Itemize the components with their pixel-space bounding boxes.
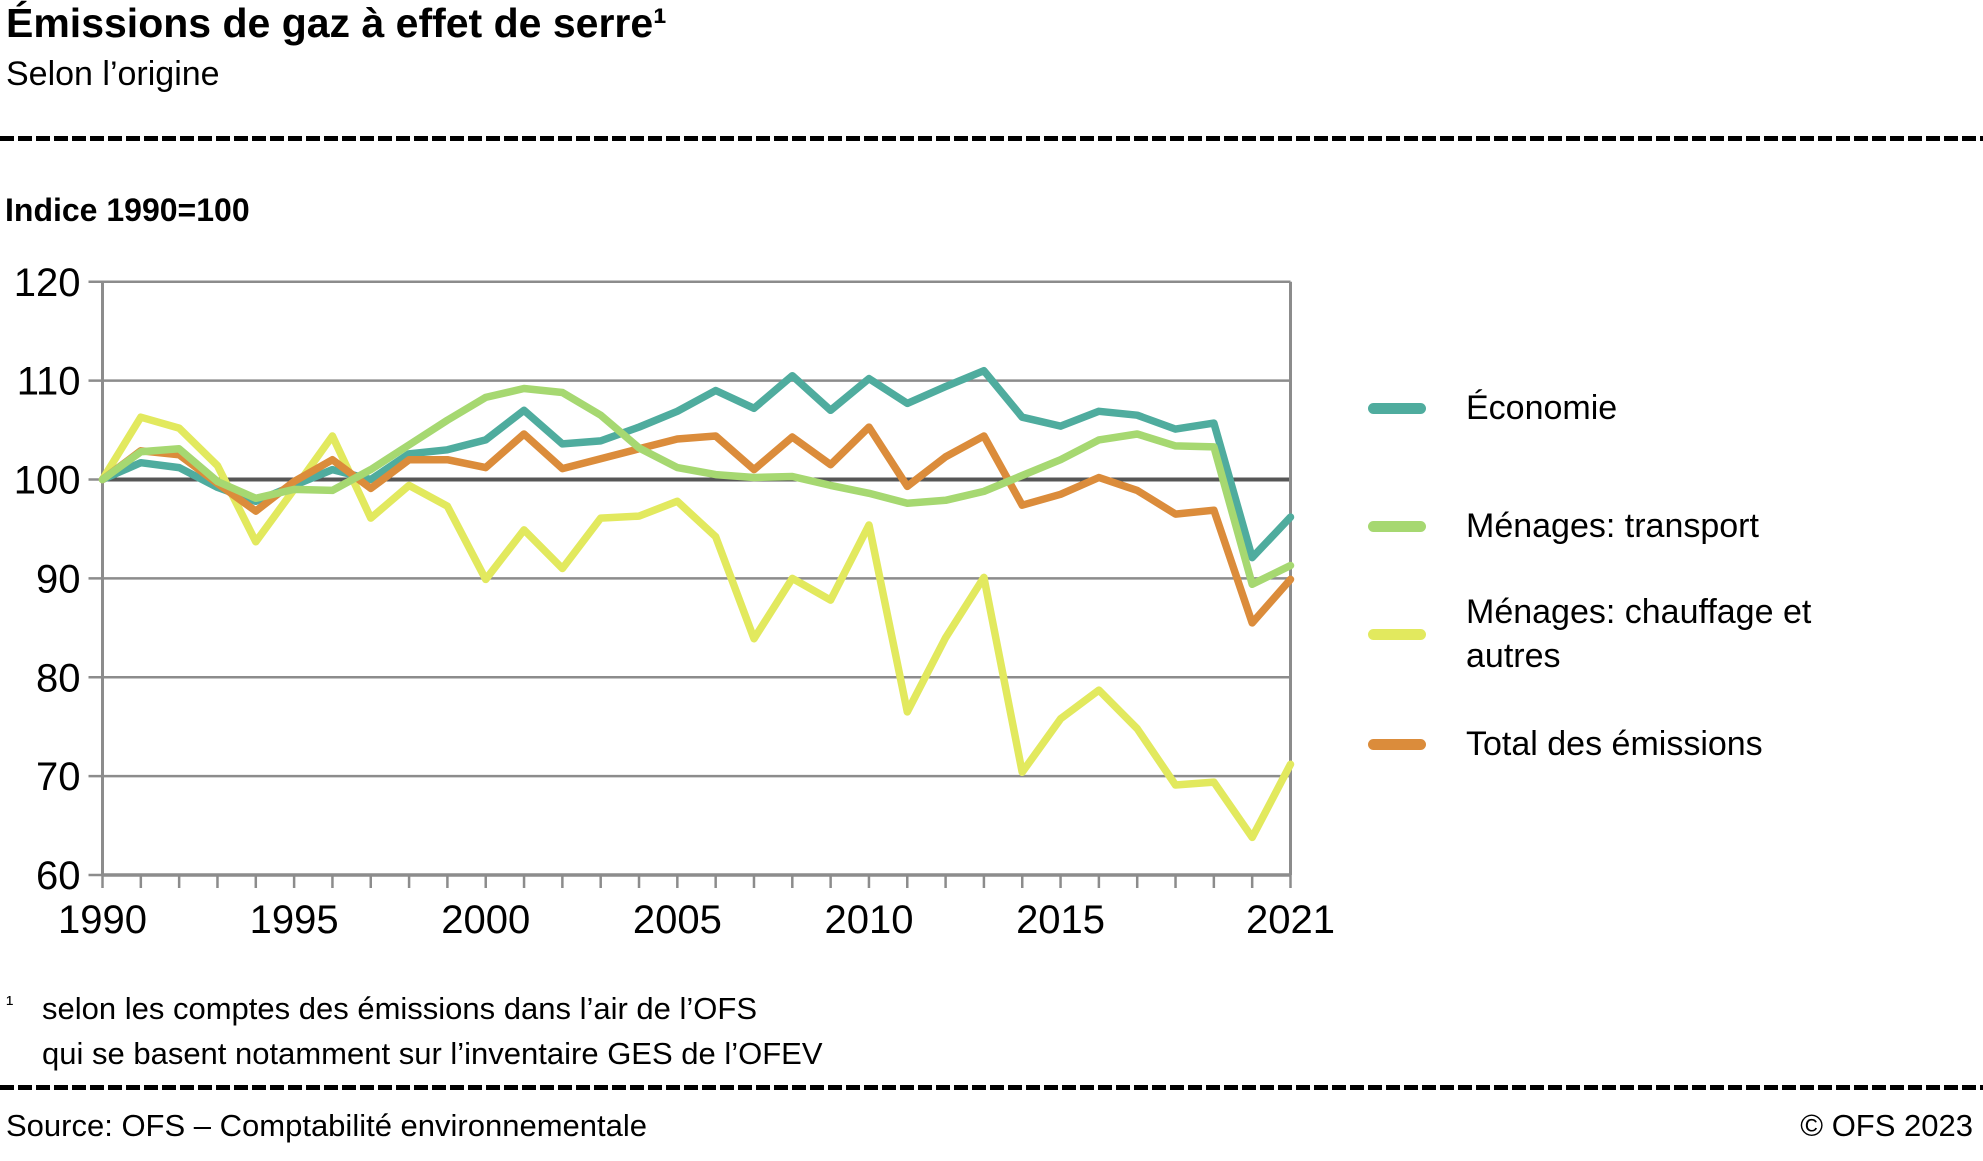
legend-label-4: Total des émissions (1466, 725, 1763, 763)
x-tick-label: 2010 (824, 898, 913, 942)
x-tick-label: 2005 (633, 898, 722, 942)
legend-swatch-4 (1368, 738, 1426, 750)
footnote-text-1: selon les comptes des émissions dans l’a… (42, 991, 758, 1026)
y-tick-label: 120 (14, 261, 81, 305)
y-tick-label: 100 (14, 459, 81, 503)
series-line-1 (98, 366, 1295, 562)
legend-label-3: Ménages: chauffage et autres (1466, 593, 1812, 675)
y-tick-label: 60 (36, 854, 81, 898)
copyright-label: © OFS 2023 (1800, 1108, 1973, 1143)
legend-swatch-3 (1368, 628, 1426, 640)
source-label: Source: OFS – Comptabilité environnement… (6, 1108, 647, 1143)
x-tick-label: 2000 (441, 898, 530, 942)
footnote-text-2: qui se basent notamment sur l’inventaire… (42, 1036, 823, 1071)
bottom-divider (0, 1085, 1983, 1090)
footnote-line-1: ¹ selon les comptes des émissions dans l’… (6, 981, 823, 1031)
legend-swatch-2 (1368, 520, 1426, 532)
y-tick-label: 90 (36, 557, 81, 601)
legend-item-3: Ménages: chauffage et autres (1368, 590, 1906, 678)
x-tick-label: 1990 (58, 898, 147, 942)
x-tick-label: 2015 (1016, 898, 1105, 942)
legend-label-1: Économie (1466, 389, 1618, 427)
x-tick-label: 1995 (250, 898, 339, 942)
footnote: ¹ selon les comptes des émissions dans l’… (6, 981, 823, 1076)
axis-unit-label: Indice 1990=100 (5, 192, 250, 228)
top-divider (0, 136, 1983, 141)
legend-swatch-1 (1368, 402, 1426, 414)
series-line-2 (98, 384, 1295, 589)
series-line-4 (98, 423, 1295, 627)
page-subtitle: Selon l’origine (6, 55, 220, 93)
legend-label-2: Ménages: transport (1466, 507, 1759, 545)
legend-item-4: Total des émissions (1368, 722, 1906, 766)
x-tick-label: 2021 (1246, 898, 1335, 942)
y-tick-label: 80 (36, 656, 81, 700)
chart-legend: Économie Ménages: transport Ménages: chauf… (1368, 0, 1968, 800)
y-tick-label: 70 (36, 755, 81, 799)
footnote-marker: ¹ (6, 991, 14, 1016)
legend-item-1: Économie (1368, 386, 1906, 430)
legend-item-2: Ménages: transport (1368, 504, 1906, 548)
page-title: Émissions de gaz à effet de serre¹ (6, 0, 667, 46)
y-tick-label: 110 (17, 360, 81, 404)
